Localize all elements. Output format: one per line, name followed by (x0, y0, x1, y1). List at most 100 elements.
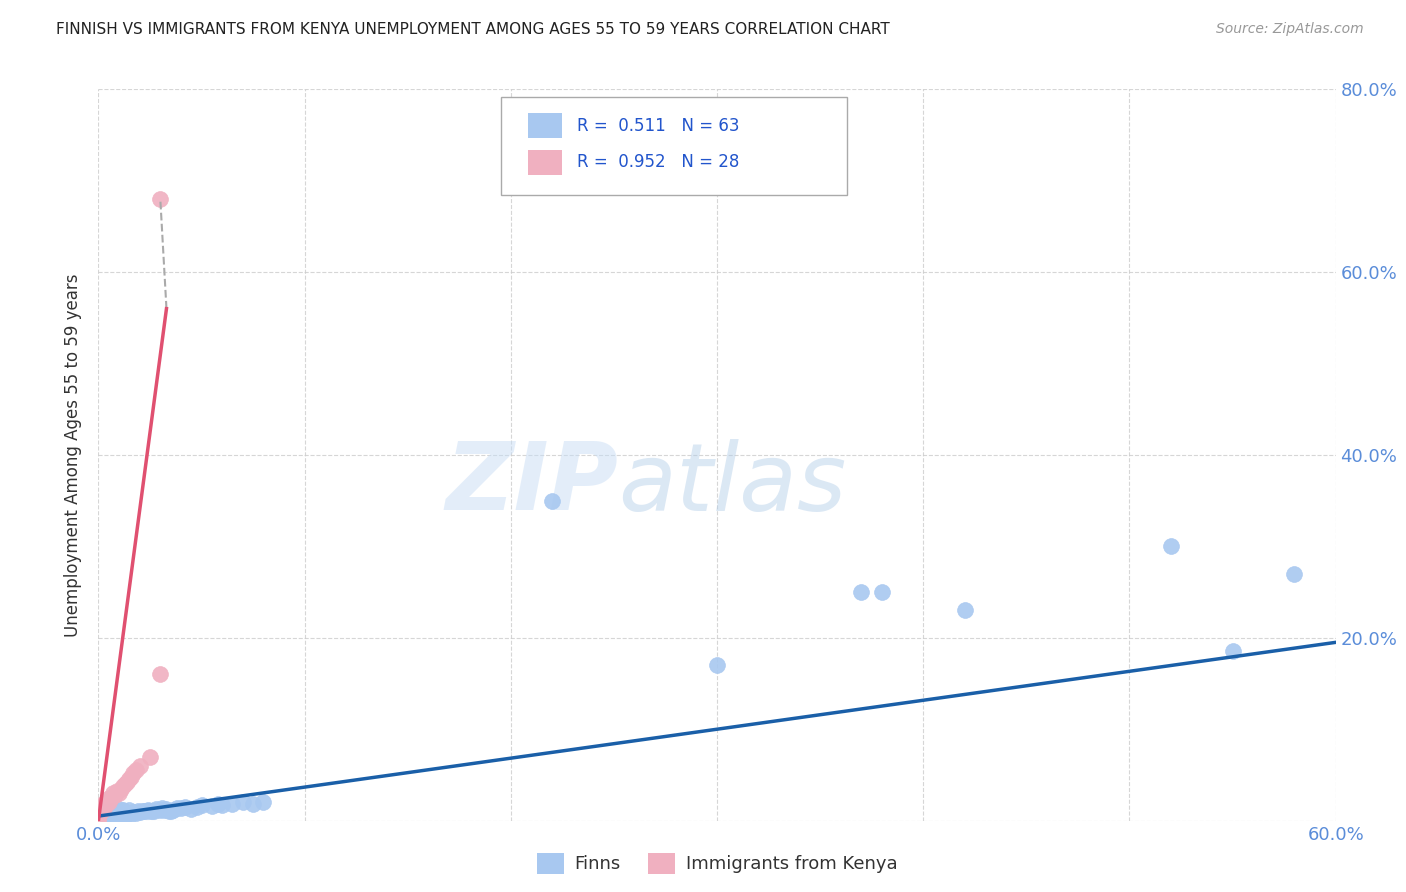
Point (174, 800, 197, 814)
Point (128, 758, 150, 772)
Point (101, 786, 124, 800)
Point (139, 805, 162, 819)
Point (211, 798, 233, 813)
Y-axis label: Unemployment Among Ages 55 to 59 years: Unemployment Among Ages 55 to 59 years (63, 273, 82, 637)
Point (87, 808, 110, 822)
Point (112, 807, 135, 822)
Point (155, 802, 177, 816)
Point (1222, 644, 1244, 658)
Legend: Finns, Immigrants from Kenya: Finns, Immigrants from Kenya (530, 846, 904, 881)
Point (100, 805, 122, 820)
Point (114, 777, 136, 791)
Point (170, 801, 193, 815)
Point (131, 805, 153, 819)
Point (232, 796, 254, 810)
Point (541, 493, 564, 508)
Point (207, 797, 229, 812)
Point (122, 805, 145, 820)
Point (118, 772, 141, 787)
Point (87, 808, 110, 822)
Point (252, 796, 274, 810)
Point (135, 805, 157, 819)
Point (101, 808, 124, 822)
Point (166, 801, 188, 815)
Point (190, 798, 212, 813)
Point (96, 797, 118, 811)
Point (87, 810, 110, 824)
Point (91, 803, 114, 817)
Point (100, 790, 122, 805)
Point (122, 766, 145, 780)
Point (149, 803, 172, 817)
FancyBboxPatch shape (501, 96, 846, 195)
Point (118, 806, 141, 821)
Point (89, 807, 111, 822)
Point (104, 807, 127, 822)
Point (221, 797, 243, 812)
Point (87, 814, 110, 828)
Point (1160, 539, 1182, 553)
Point (91, 797, 114, 812)
Point (104, 788, 127, 802)
Point (153, 803, 176, 817)
Point (143, 805, 166, 819)
Point (157, 804, 180, 818)
Text: ZIP: ZIP (446, 438, 619, 530)
Point (97, 810, 120, 824)
Point (242, 797, 264, 812)
Point (100, 809, 122, 823)
Point (93, 799, 115, 814)
Point (120, 807, 142, 822)
Point (87, 805, 110, 819)
Point (104, 804, 127, 818)
Point (110, 806, 132, 821)
Point (89, 806, 111, 821)
Point (101, 805, 124, 819)
Point (159, 805, 181, 819)
Point (105, 784, 128, 798)
Point (87, 814, 110, 828)
Point (87, 812, 110, 826)
Point (149, 667, 172, 681)
Text: R =  0.511   N = 63: R = 0.511 N = 63 (578, 117, 740, 135)
Point (91, 810, 114, 824)
Point (108, 809, 131, 823)
Point (127, 805, 149, 819)
Point (96, 808, 118, 822)
Point (706, 658, 728, 673)
Point (118, 803, 141, 817)
Point (851, 585, 873, 599)
Point (97, 790, 120, 805)
Point (180, 802, 202, 816)
Text: FINNISH VS IMMIGRANTS FROM KENYA UNEMPLOYMENT AMONG AGES 55 TO 59 YEARS CORRELAT: FINNISH VS IMMIGRANTS FROM KENYA UNEMPLO… (56, 22, 890, 37)
Point (87, 811, 110, 825)
Text: R =  0.952   N = 28: R = 0.952 N = 28 (578, 153, 740, 171)
Point (132, 804, 155, 818)
Point (150, 801, 173, 815)
Text: atlas: atlas (619, 439, 846, 530)
Bar (527, 113, 562, 138)
Point (91, 806, 114, 821)
Point (108, 805, 131, 819)
Point (89, 811, 111, 825)
Point (87, 806, 110, 821)
Point (186, 800, 208, 814)
Point (953, 603, 976, 617)
Point (97, 805, 120, 819)
Point (112, 779, 135, 793)
Point (1284, 566, 1306, 581)
Point (201, 799, 224, 814)
Point (93, 809, 115, 823)
Text: Source: ZipAtlas.com: Source: ZipAtlas.com (1216, 22, 1364, 37)
Point (141, 804, 163, 818)
Point (139, 749, 162, 764)
Point (105, 806, 128, 821)
Point (120, 770, 142, 784)
Point (162, 803, 184, 817)
Point (112, 803, 135, 817)
Point (108, 786, 131, 800)
Point (149, 192, 172, 206)
Point (136, 803, 159, 817)
Point (117, 807, 139, 822)
Point (870, 585, 893, 599)
